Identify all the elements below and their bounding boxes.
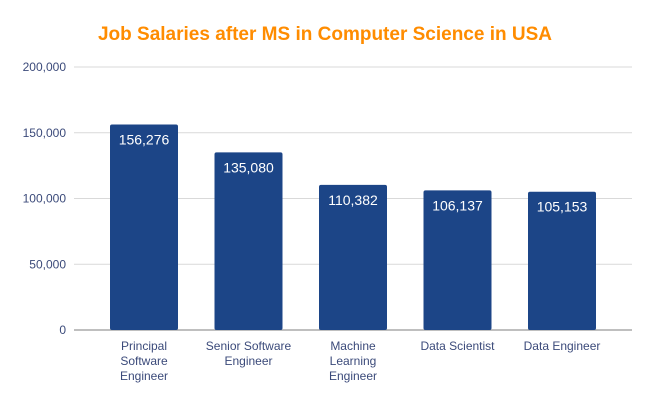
x-tick-label: Learning (330, 354, 377, 368)
chart-title: Job Salaries after MS in Computer Scienc… (98, 24, 552, 45)
bar (214, 152, 283, 330)
y-tick-label: 0 (59, 323, 66, 337)
bar (528, 191, 596, 330)
x-tick-label: Engineer (329, 369, 377, 383)
bar (319, 184, 387, 330)
y-tick-label: 100,000 (23, 192, 67, 206)
data-label: 156,276 (119, 131, 170, 147)
data-label: 105,153 (537, 199, 588, 215)
y-tick-label: 150,000 (23, 126, 67, 140)
data-label: 110,382 (328, 192, 378, 208)
x-tick-label: Machine (330, 339, 376, 353)
data-label: 106,137 (432, 197, 483, 213)
x-tick-label: Software (120, 354, 168, 368)
x-tick-label: Data Scientist (420, 339, 495, 353)
x-tick-label: Engineer (120, 369, 168, 383)
x-tick-label: Principal (121, 339, 167, 353)
x-tick-label: Data Engineer (524, 339, 601, 353)
y-tick-label: 200,000 (23, 60, 67, 74)
bar (110, 124, 178, 330)
x-tick-label: Engineer (224, 354, 272, 368)
bar (423, 190, 492, 330)
data-label: 135,080 (223, 159, 274, 175)
x-tick-label: Senior Software (206, 339, 292, 353)
y-tick-label: 50,000 (29, 257, 66, 271)
